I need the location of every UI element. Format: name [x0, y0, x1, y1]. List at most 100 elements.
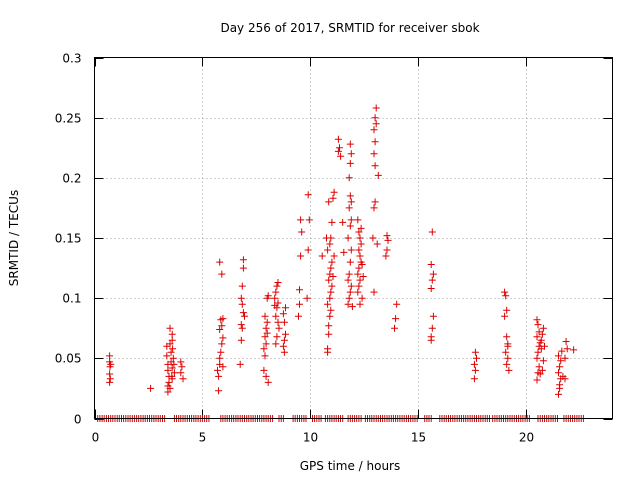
data-point — [336, 144, 343, 152]
x-tick-label: 5 — [199, 431, 207, 445]
plot-frame — [94, 57, 613, 419]
data-point — [347, 216, 355, 224]
data-point — [164, 388, 172, 396]
data-point — [282, 304, 289, 312]
data-point — [263, 318, 271, 326]
data-point — [261, 352, 269, 360]
grid-lines — [94, 57, 613, 419]
data-point — [427, 336, 435, 344]
data-point — [325, 276, 333, 284]
axes: 0 0.05 0.1 0.15 0.2 0.25 0.3 0 5 10 15 20 — [55, 52, 613, 445]
data-point — [427, 261, 435, 268]
data-point — [296, 300, 303, 308]
data-point — [356, 252, 364, 260]
data-point — [328, 282, 336, 290]
data-point — [344, 300, 352, 308]
data-point — [304, 246, 312, 254]
data-point — [106, 378, 114, 386]
data-point — [238, 324, 246, 332]
data-point — [346, 222, 354, 230]
data-point — [219, 363, 227, 371]
data-point — [106, 352, 114, 360]
data-point — [347, 150, 355, 158]
data-point — [263, 329, 271, 337]
data-point — [305, 216, 313, 224]
data-point — [555, 352, 562, 360]
data-point — [371, 198, 379, 206]
data-point — [370, 288, 378, 296]
y-tick-label: 0.2 — [62, 172, 81, 186]
data-point — [329, 194, 337, 202]
data-point — [346, 192, 354, 200]
data-point — [538, 330, 546, 338]
data-point — [328, 218, 336, 226]
data-point — [382, 252, 390, 260]
data-point — [428, 276, 436, 284]
data-point — [356, 234, 364, 242]
data-point — [239, 264, 247, 272]
data-point — [563, 345, 571, 353]
data-point — [237, 294, 245, 302]
data-point — [503, 360, 511, 368]
data-point — [279, 310, 287, 318]
data-point — [561, 354, 569, 362]
data-point — [473, 354, 480, 362]
data-point — [374, 171, 382, 179]
data-point — [539, 324, 547, 332]
data-point — [166, 384, 174, 392]
data-point — [218, 270, 226, 278]
data-point — [264, 292, 272, 300]
data-point — [558, 347, 566, 355]
data-point — [339, 218, 347, 226]
data-point — [427, 285, 435, 292]
y-axis-title: SRMTID / TECUs — [7, 190, 21, 286]
data-point — [326, 312, 334, 320]
data-point — [218, 322, 226, 330]
data-point — [280, 348, 288, 356]
data-point — [533, 354, 541, 362]
data-point — [260, 345, 268, 353]
data-point — [324, 246, 332, 254]
data-point — [354, 270, 362, 278]
x-tick-label: 20 — [519, 431, 534, 445]
data-point — [219, 334, 227, 342]
data-point — [325, 330, 333, 338]
data-point — [297, 252, 305, 260]
data-point — [106, 370, 114, 378]
data-point — [359, 273, 367, 280]
data-point — [327, 306, 335, 314]
data-point — [383, 246, 391, 254]
data-point — [236, 360, 244, 368]
data-point — [324, 348, 332, 356]
data-point — [357, 240, 365, 248]
data-point — [355, 246, 363, 254]
data-point — [393, 300, 401, 308]
data-point — [384, 236, 392, 244]
data-point — [356, 276, 364, 284]
data-point — [536, 370, 544, 378]
data-point — [166, 324, 174, 332]
data-point — [372, 104, 380, 112]
data-point — [282, 330, 289, 338]
data-point — [262, 372, 270, 380]
data-point — [470, 360, 478, 368]
data-point — [326, 240, 334, 248]
data-point — [327, 264, 335, 272]
data-point — [326, 294, 334, 302]
data-point — [371, 138, 379, 146]
data-point — [280, 336, 288, 344]
data-point — [537, 336, 545, 344]
data-point — [503, 333, 511, 341]
data-point — [237, 321, 245, 329]
data-point — [272, 312, 280, 320]
data-point — [279, 342, 287, 350]
data-point — [561, 375, 569, 383]
y-tick-label: 0.25 — [55, 112, 82, 126]
data-points — [94, 104, 587, 422]
data-point — [383, 232, 391, 240]
data-point — [325, 198, 333, 206]
data-point — [215, 387, 223, 395]
data-point — [502, 348, 510, 356]
data-point — [163, 352, 171, 360]
